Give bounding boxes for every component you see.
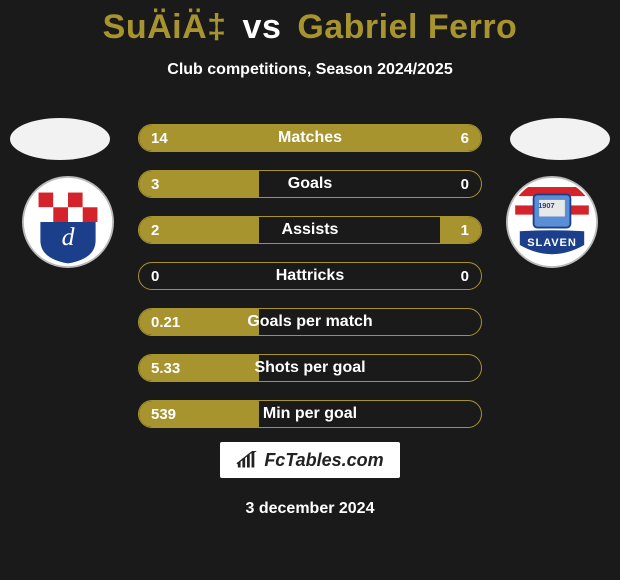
player2-crest: 1907 SLAVEN xyxy=(506,176,598,268)
stat-row: 539Min per goal xyxy=(138,400,482,428)
footer-brand-text: FcTables.com xyxy=(264,450,383,471)
stat-row: 21Assists xyxy=(138,216,482,244)
svg-text:SLAVEN: SLAVEN xyxy=(527,237,576,249)
bar-label: Assists xyxy=(139,217,481,243)
bar-label: Hattricks xyxy=(139,263,481,289)
bar-label: Goals xyxy=(139,171,481,197)
svg-text:d: d xyxy=(62,222,75,251)
bar-label: Goals per match xyxy=(139,309,481,335)
player2-name: Gabriel Ferro xyxy=(297,8,517,46)
player1-crest: d xyxy=(22,176,114,268)
stat-row: 0.21Goals per match xyxy=(138,308,482,336)
date-label: 3 december 2024 xyxy=(0,500,620,518)
page-title: SuÄiÄ‡ vs Gabriel Ferro xyxy=(0,0,620,47)
player2-avatar xyxy=(510,118,610,160)
player1-avatar xyxy=(10,118,110,160)
stat-row: 30Goals xyxy=(138,170,482,198)
stat-row: 5.33Shots per goal xyxy=(138,354,482,382)
bar-label: Matches xyxy=(139,125,481,151)
stat-row: 00Hattricks xyxy=(138,262,482,290)
player1-name: SuÄiÄ‡ xyxy=(103,8,227,46)
footer-brand[interactable]: FcTables.com xyxy=(220,442,400,478)
subtitle: Club competitions, Season 2024/2025 xyxy=(0,61,620,79)
stat-bars: 146Matches 30Goals 21Assists 00Hattricks 0.2… xyxy=(138,124,482,446)
stat-row: 146Matches xyxy=(138,124,482,152)
bar-label: Shots per goal xyxy=(139,355,481,381)
svg-text:1907: 1907 xyxy=(538,201,554,210)
vs-label: vs xyxy=(243,8,282,46)
chart-icon xyxy=(236,451,258,469)
bar-label: Min per goal xyxy=(139,401,481,427)
